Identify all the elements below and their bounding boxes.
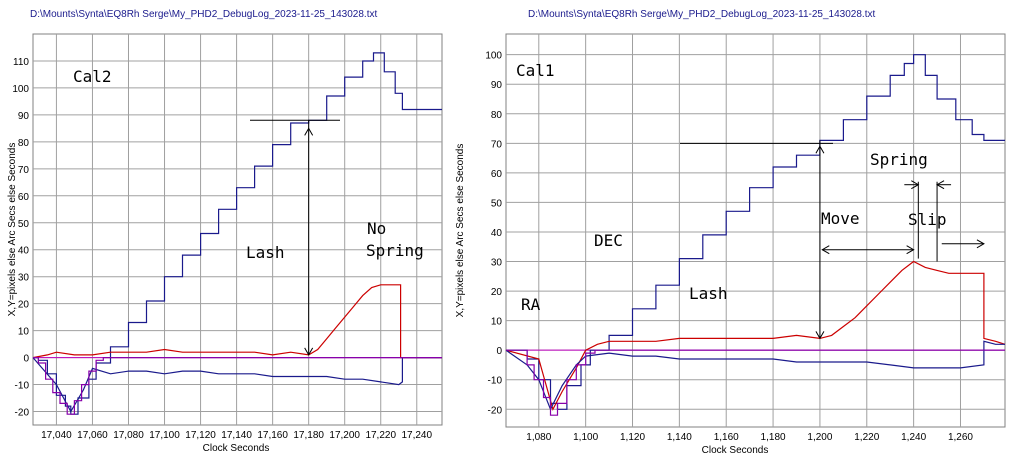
y-tick-label: 60 — [491, 169, 503, 180]
x-tick-label: 17,220 — [365, 430, 396, 441]
y-tick-label: -20 — [488, 405, 503, 416]
x-tick-label: 1,100 — [573, 432, 598, 443]
x-tick-label: 1,140 — [667, 432, 692, 443]
y-tick-label: 40 — [18, 246, 30, 257]
series-line-1 — [506, 54, 1005, 410]
annotation-label: Cal2 — [73, 67, 112, 86]
y-tick-label: 40 — [491, 228, 503, 239]
y-tick-label: 20 — [18, 300, 30, 311]
move-arrowhead-left — [821, 245, 830, 255]
annotation-label: Slip — [908, 210, 947, 229]
annotation-label: Cal1 — [516, 61, 555, 80]
x-tick-label: 1,080 — [526, 432, 551, 443]
x-tick-label: 1,240 — [901, 432, 926, 443]
y-tick-label: 20 — [491, 287, 503, 298]
slip-arrowhead — [976, 239, 985, 249]
plot-area — [505, 33, 1006, 428]
y-tick-label: 80 — [491, 110, 503, 121]
annotation-label: No — [367, 219, 386, 238]
y-tick-label: 50 — [491, 198, 503, 209]
y-tick-label: 10 — [18, 327, 30, 338]
y-tick-label: 90 — [491, 80, 503, 91]
x-tick-label: 17,080 — [113, 430, 144, 441]
x-tick-label: 17,240 — [401, 430, 432, 441]
annotation-label: Move — [821, 209, 860, 228]
move-arrowhead-right — [906, 245, 915, 255]
lash-arrowhead-up — [815, 145, 825, 154]
chart-cal1-svg: -20 -10 0 10 20 30 40 50 60 70 80 90 100 1,080 1,100 1,… — [455, 33, 1006, 456]
y-tick-label: 80 — [18, 138, 30, 149]
annotation-label: Spring — [870, 150, 928, 169]
chart-panel-cal2: D:\Mounts\Synta\EQ8Rh Serge\My_PHD2_Debu… — [0, 0, 448, 475]
x-tick-label: 17,040 — [41, 430, 72, 441]
x-axis-title: Clock Seconds — [203, 443, 270, 454]
x-tick-label: 1,200 — [807, 432, 832, 443]
y-tick-label: 60 — [18, 192, 30, 203]
annotation-label: RA — [521, 295, 541, 314]
annotation-label: DEC — [594, 231, 623, 250]
y-tick-label: -10 — [15, 381, 30, 392]
series-line-2 — [32, 284, 442, 359]
x-tick-label: 1,180 — [761, 432, 786, 443]
chart-panel-cal1: D:\Mounts\Synta\EQ8Rh Serge\My_PHD2_Debu… — [448, 0, 1011, 475]
y-tick-label: 30 — [18, 273, 30, 284]
y-tick-label: 100 — [12, 84, 29, 95]
y-tick-label: 70 — [18, 165, 30, 176]
y-tick-label: 100 — [485, 51, 502, 62]
chart-title: D:\Mounts\Synta\EQ8Rh Serge\My_PHD2_Debu… — [30, 9, 378, 20]
x-tick-label: 1,120 — [620, 432, 645, 443]
annotation-label: Spring — [366, 241, 424, 260]
y-tick-label: -10 — [488, 376, 503, 387]
y-tick-label: 30 — [491, 258, 503, 269]
x-axis-title: Clock Seconds — [702, 445, 769, 456]
spring-arrowhead-left — [911, 180, 920, 190]
y-tick-label: 70 — [491, 139, 503, 150]
x-tick-label: 17,200 — [329, 430, 360, 441]
x-tick-label: 1,260 — [948, 432, 973, 443]
lash-arrowhead-down — [304, 347, 314, 356]
y-tick-label: 0 — [23, 354, 29, 365]
spring-arrowhead-right — [936, 180, 945, 190]
y-tick-label: 110 — [13, 57, 29, 68]
x-tick-label: 17,140 — [221, 430, 252, 441]
series-line-3 — [505, 340, 1005, 411]
y-tick-label: -20 — [15, 408, 30, 419]
x-tick-label: 17,180 — [293, 430, 324, 441]
series-line-3 — [32, 357, 442, 413]
annotation-label: Lash — [689, 284, 728, 303]
lash-arrowhead-up — [304, 127, 314, 136]
y-tick-label: 50 — [18, 219, 30, 230]
chart-title: D:\Mounts\Synta\EQ8Rh Serge\My_PHD2_Debu… — [528, 9, 876, 20]
x-tick-label: 17,100 — [149, 430, 180, 441]
y-tick-label: 0 — [496, 346, 502, 357]
y-axis-title: X,Y=pixels else Arc Secs else Seconds — [455, 144, 466, 318]
x-tick-label: 17,120 — [185, 430, 216, 441]
y-axis-title: X,Y=pixels else Arc Secs else Seconds — [7, 143, 18, 317]
x-tick-label: 1,160 — [714, 432, 739, 443]
series-line-1 — [33, 52, 442, 415]
annotation-label: Lash — [246, 243, 285, 262]
y-tick-label: 90 — [18, 111, 30, 122]
x-tick-label: 1,220 — [854, 432, 879, 443]
lash-arrowhead-down — [815, 331, 825, 340]
x-tick-label: 17,160 — [257, 430, 288, 441]
x-tick-label: 17,060 — [77, 430, 108, 441]
series-line-4 — [506, 349, 1005, 416]
series-line-4 — [33, 357, 442, 415]
y-tick-label: 10 — [491, 317, 503, 328]
chart-cal2-svg: -20 -10 0 10 20 30 40 50 60 70 80 90 100 110 17,040 17,… — [7, 33, 443, 454]
